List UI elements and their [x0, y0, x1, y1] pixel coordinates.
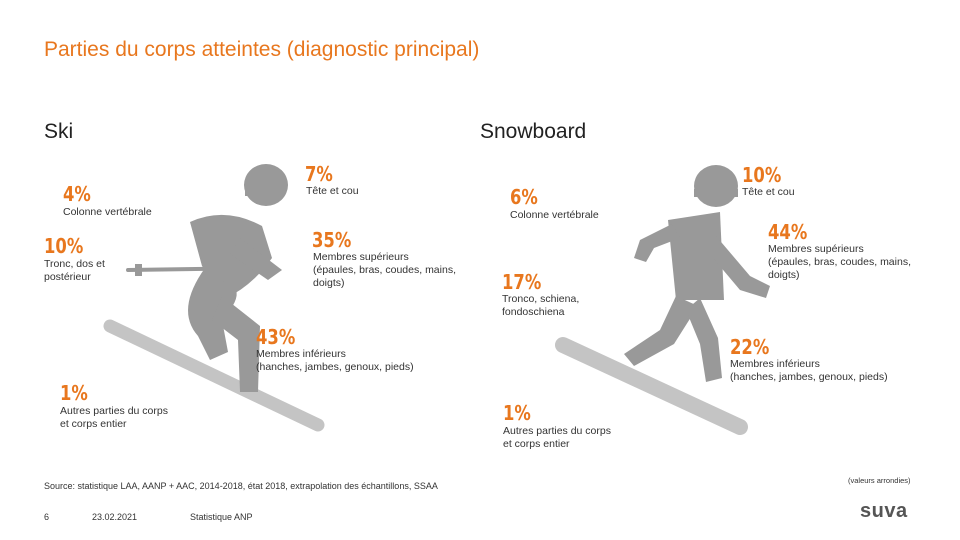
page-number: 6 — [44, 512, 50, 522]
ski-heading: Ski — [44, 120, 74, 143]
snowboard-heading: Snowboard — [480, 120, 587, 143]
skier-icon — [103, 164, 325, 432]
snowboard-trunk-pct: 17% — [502, 270, 542, 294]
rounding-note: (valeurs arrondies) — [848, 476, 911, 485]
ski-upper-limbs-label: Membres supérieurs (épaules, bras, coude… — [313, 251, 456, 289]
ski-trunk-label: Tronc, dos et postérieur — [44, 258, 105, 283]
snowboard-lower-limbs-label: Membres inférieurs (hanches, jambes, gen… — [730, 358, 888, 383]
ski-spine-pct: 4% — [63, 182, 91, 206]
source-note: Source: statistique LAA, AANP + AAC, 201… — [44, 481, 438, 491]
snowboard-lower-limbs-pct: 22% — [730, 335, 770, 359]
page-title: Parties du corps atteintes (diagnostic p… — [44, 38, 480, 61]
snowboard-other-pct: 1% — [503, 401, 531, 425]
ski-spine-label: Colonne vertébrale — [63, 206, 152, 218]
snowboard-head-label: Tête et cou — [742, 186, 795, 198]
ski-head-label: Tête et cou — [306, 185, 359, 197]
snowboard-upper-limbs-pct: 44% — [768, 220, 808, 244]
footer-date: 23.02.2021 — [92, 512, 138, 522]
snowboard-trunk-label: Tronco, schiena, fondoschiena — [502, 293, 580, 318]
snowboard-spine-label: Colonne vertébrale — [510, 209, 599, 221]
ski-other-pct: 1% — [60, 381, 88, 405]
ski-head-pct: 7% — [305, 162, 333, 186]
snowboarder-icon — [555, 165, 770, 435]
snowboard-head-pct: 10% — [742, 163, 782, 187]
ski-upper-limbs-pct: 35% — [312, 228, 352, 252]
ski-lower-limbs-label: Membres inférieurs (hanches, jambes, gen… — [256, 348, 414, 373]
suva-logo: suva — [860, 500, 908, 522]
snowboard-spine-pct: 6% — [510, 185, 538, 209]
snowboard-other-label: Autres parties du corps et corps entier — [503, 425, 611, 450]
ski-lower-limbs-pct: 43% — [256, 325, 296, 349]
snowboard-upper-limbs-label: Membres supérieurs (épaules, bras, coude… — [768, 243, 911, 281]
ski-trunk-pct: 10% — [44, 234, 84, 258]
footer-label: Statistique ANP — [190, 512, 253, 522]
ski-other-label: Autres parties du corps et corps entier — [60, 405, 168, 430]
